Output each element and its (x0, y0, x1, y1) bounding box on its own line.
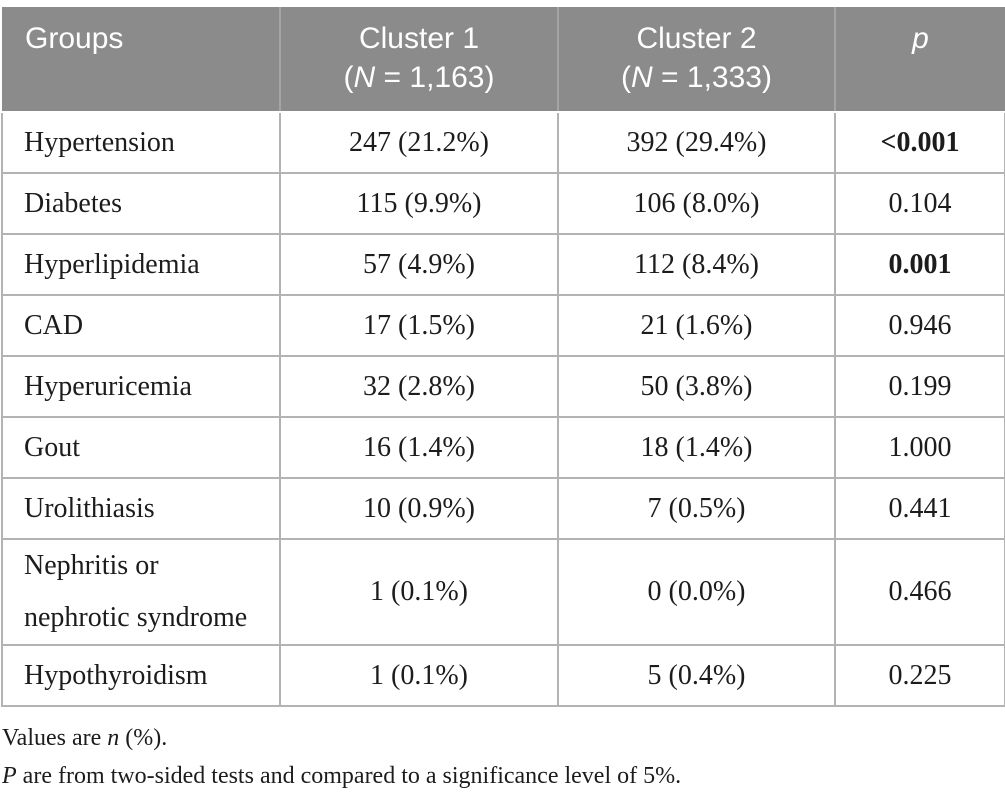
cluster1-n: (N = 1,163) (343, 61, 495, 94)
italic-p: P (2, 763, 17, 789)
cluster2-value-cell: 112 (8.4%) (557, 233, 836, 296)
cluster2-value-cell: 7 (0.5%) (557, 477, 836, 540)
table-header: Groups Cluster 1 (N = 1,163) Cluster 2 (… (2, 7, 1005, 113)
group-name-cell: Diabetes (1, 172, 281, 235)
p-value-cell: 0.946 (834, 294, 1005, 357)
table-row-nephritis: Nephritis or nephrotic syndrome 1 (0.1%)… (1, 538, 1005, 646)
comorbidity-comparison-table: Groups Cluster 1 (N = 1,163) Cluster 2 (… (1, 7, 1005, 707)
cluster1-value-cell: 17 (1.5%) (279, 294, 559, 357)
cluster2-value-cell: 21 (1.6%) (557, 294, 836, 357)
group-name-cell: Hyperlipidemia (1, 233, 281, 296)
p-value-cell: 1.000 (834, 416, 1005, 479)
cluster2-value-cell: 50 (3.8%) (557, 355, 836, 418)
cluster2-value-cell: 18 (1.4%) (557, 416, 836, 479)
table-row-urolithiasis: Urolithiasis 10 (0.9%) 7 (0.5%) 0.441 (1, 477, 1005, 540)
header-row: Groups Cluster 1 (N = 1,163) Cluster 2 (… (2, 7, 1005, 113)
cluster2-title: Cluster 2 (636, 22, 757, 55)
cluster1-value-cell: 57 (4.9%) (279, 233, 559, 296)
table-row-hyperuricemia: Hyperuricemia 32 (2.8%) 50 (3.8%) 0.199 (1, 355, 1005, 418)
column-header-cluster2: Cluster 2 (N = 1,333) (558, 7, 836, 113)
cluster2-value-cell: 106 (8.0%) (557, 172, 836, 235)
cluster1-value-cell: 115 (9.9%) (279, 172, 559, 235)
cluster1-title: Cluster 1 (358, 22, 480, 55)
italic-n: n (107, 725, 120, 751)
p-value-cell: 0.199 (834, 355, 1005, 418)
table-row-gout: Gout 16 (1.4%) 18 (1.4%) 1.000 (1, 416, 1005, 479)
group-name-cell: Gout (1, 416, 281, 479)
cluster1-value-cell: 16 (1.4%) (279, 416, 559, 479)
footnote-values: Values are n (%). (2, 725, 168, 751)
table-row-hypothyroidism: Hypothyroidism 1 (0.1%) 5 (0.4%) 0.225 (1, 644, 1005, 707)
cluster2-value-cell: 5 (0.4%) (557, 644, 836, 707)
p-value-cell: 0.104 (834, 172, 1005, 235)
cluster1-value-cell: 1 (0.1%) (279, 644, 559, 707)
group-name-cell: Hypertension (1, 111, 281, 174)
group-name-cell: Urolithiasis (1, 477, 281, 540)
column-header-groups: Groups (2, 7, 281, 113)
p-value-cell: 0.001 (834, 233, 1005, 296)
column-header-cluster1: Cluster 1 (N = 1,163) (280, 7, 559, 113)
p-value-cell: 0.225 (834, 644, 1005, 707)
p-value-cell: <0.001 (834, 111, 1005, 174)
cluster1-value-cell: 10 (0.9%) (279, 477, 559, 540)
table-row-hypertension: Hypertension 247 (21.2%) 392 (29.4%) <0.… (1, 111, 1005, 174)
group-name-cell: Hyperuricemia (1, 355, 281, 418)
table-row-hyperlipidemia: Hyperlipidemia 57 (4.9%) 112 (8.4%) 0.00… (1, 233, 1005, 296)
p-value-cell: 0.466 (834, 538, 1005, 646)
footnote-pvalues: P are from two-sided tests and compared … (2, 763, 682, 789)
table-row-diabetes: Diabetes 115 (9.9%) 106 (8.0%) 0.104 (1, 172, 1005, 235)
cluster2-value-cell: 0 (0.0%) (557, 538, 836, 646)
cluster1-value-cell: 1 (0.1%) (279, 538, 559, 646)
group-name-cell: Nephritis or nephrotic syndrome (1, 538, 281, 646)
cluster2-n: (N = 1,333) (621, 61, 772, 94)
cluster2-value-cell: 392 (29.4%) (557, 111, 836, 174)
table-footnotes: Values are n (%). P are from two-sided t… (2, 722, 1005, 793)
table-row-cad: CAD 17 (1.5%) 21 (1.6%) 0.946 (1, 294, 1005, 357)
table-body: Hypertension 247 (21.2%) 392 (29.4%) <0.… (1, 111, 1005, 707)
group-name-cell: CAD (1, 294, 281, 357)
cluster1-value-cell: 32 (2.8%) (279, 355, 559, 418)
column-header-p: p (835, 7, 1005, 113)
p-value-cell: 0.441 (834, 477, 1005, 540)
group-name-cell: Hypothyroidism (1, 644, 281, 707)
cluster1-value-cell: 247 (21.2%) (279, 111, 559, 174)
